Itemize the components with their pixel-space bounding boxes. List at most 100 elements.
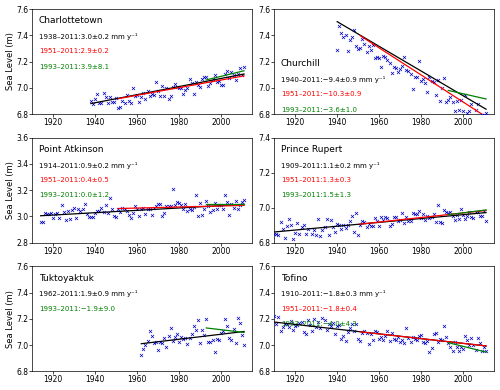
Point [362,224,370,230]
Point [340,333,347,340]
Point [182,201,190,207]
Point [333,323,341,330]
Point [148,212,156,218]
Point [404,335,412,341]
Text: 1940–2011:−9.4±0.9 mm y⁻¹: 1940–2011:−9.4±0.9 mm y⁻¹ [281,76,385,83]
Point [58,202,66,208]
Point [104,210,112,216]
Point [300,328,308,335]
Point [474,335,482,341]
Point [327,323,335,329]
Point [112,94,120,101]
Point [419,211,427,218]
Point [452,212,460,218]
Point [49,215,57,222]
Point [472,347,480,353]
Point [270,231,278,237]
Point [482,110,490,116]
Point [158,213,166,219]
Point [382,332,390,339]
Point [444,97,452,103]
Point [310,227,318,233]
Point [442,209,450,215]
Point [230,72,237,78]
Point [221,191,229,198]
Point [224,199,232,205]
Point [186,335,194,341]
Point [72,215,80,221]
Point [158,340,166,347]
Point [434,202,442,208]
Point [396,66,404,72]
Point [278,226,286,232]
Point [206,80,214,86]
Point [402,214,410,220]
Point [396,217,404,223]
Point [318,315,326,321]
Point [160,335,168,342]
Point [186,206,194,212]
Point [402,67,410,73]
Point [348,34,356,40]
Point [208,207,216,213]
Point [296,230,304,237]
Point [411,73,419,80]
Point [304,226,312,232]
Point [188,331,196,337]
Point [308,328,316,334]
Point [480,208,488,215]
Point [436,98,444,105]
Point [38,219,46,225]
Point [373,217,381,223]
Point [470,215,478,222]
Point [440,207,448,213]
Point [369,223,377,229]
Point [219,82,227,88]
Point [135,99,143,105]
Point [434,339,442,346]
Point [221,71,229,77]
Point [238,72,246,78]
Point [400,220,408,227]
Point [171,81,179,87]
Point [287,318,295,324]
Point [152,339,160,345]
Point [390,64,398,70]
Point [296,320,304,326]
Point [140,205,147,211]
Point [430,79,438,85]
Point [173,83,181,90]
Point [352,43,360,49]
Point [236,319,244,326]
Point [104,100,112,106]
Text: 1938–2011:3.0±0.2 mm y⁻¹: 1938–2011:3.0±0.2 mm y⁻¹ [39,33,138,40]
Point [228,337,235,343]
Point [164,333,172,340]
Point [327,217,335,223]
Point [232,77,239,83]
Point [156,200,164,207]
Point [434,77,442,83]
Point [350,27,358,33]
Point [426,215,434,222]
Point [419,76,427,82]
Point [156,339,164,345]
Point [322,327,330,333]
Point [206,339,214,345]
Point [131,203,139,209]
Point [144,206,152,212]
Point [390,214,398,220]
Point [150,92,158,98]
Point [480,112,488,118]
Point [346,37,354,43]
Point [177,334,185,340]
Point [89,101,97,107]
Point [156,93,164,99]
Point [336,23,344,29]
Point [448,213,456,219]
Point [342,32,349,38]
Y-axis label: Sea Level (m): Sea Level (m) [6,161,15,219]
Point [396,339,404,345]
Point [386,223,394,229]
Point [116,104,124,110]
